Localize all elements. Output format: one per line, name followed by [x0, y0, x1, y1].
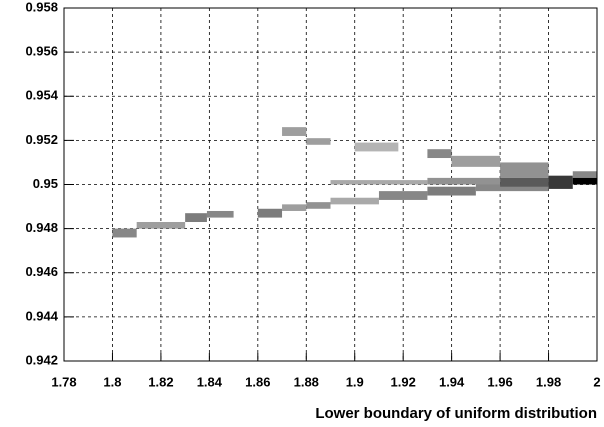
cell	[427, 177, 501, 185]
cell	[136, 222, 186, 229]
y-tick-label: 0.946	[25, 264, 58, 279]
cell	[572, 177, 597, 185]
x-tick-label: 1.94	[439, 374, 465, 389]
y-tick-label: 0.95	[33, 176, 58, 191]
cell	[282, 127, 307, 136]
x-tick-label: 1.88	[294, 374, 319, 389]
x-tick-label: 1.9	[346, 374, 364, 389]
cell	[548, 175, 573, 189]
y-tick-label: 0.944	[25, 308, 58, 323]
x-tick-label: 1.92	[391, 374, 416, 389]
cell	[330, 180, 428, 185]
x-tick-label: 1.82	[148, 374, 173, 389]
cell	[185, 213, 207, 223]
x-tick-label: 1.8	[103, 374, 121, 389]
cell	[427, 186, 476, 196]
x-tick-label: 2	[593, 374, 600, 389]
y-tick-label: 0.956	[25, 44, 58, 59]
x-tick-label: 1.98	[536, 374, 561, 389]
x-tick-label: 1.84	[197, 374, 223, 389]
y-tick-label: 0.954	[25, 88, 58, 103]
cell	[378, 191, 428, 200]
x-tick-label: 1.86	[245, 374, 270, 389]
y-tick-label: 0.958	[25, 0, 58, 14]
cell	[282, 204, 307, 211]
cell	[306, 202, 331, 209]
x-tick-label: 1.78	[51, 374, 76, 389]
cell	[500, 177, 549, 187]
plot-frame	[63, 7, 598, 362]
cell	[427, 149, 452, 159]
cell	[306, 138, 331, 145]
y-tick-label: 0.948	[25, 220, 58, 235]
cell	[354, 142, 399, 152]
cell	[206, 210, 234, 218]
cell	[475, 184, 549, 192]
y-tick-label: 0.942	[25, 352, 58, 367]
cell	[572, 171, 597, 178]
cell	[500, 162, 549, 178]
cell	[112, 228, 137, 238]
y-tick-label: 0.952	[25, 132, 58, 147]
cell	[330, 197, 379, 205]
x-tick-label: 1.96	[487, 374, 512, 389]
cell	[451, 155, 501, 167]
cell	[257, 208, 283, 218]
x-axis-label: Lower boundary of uniform distribution	[315, 405, 597, 422]
